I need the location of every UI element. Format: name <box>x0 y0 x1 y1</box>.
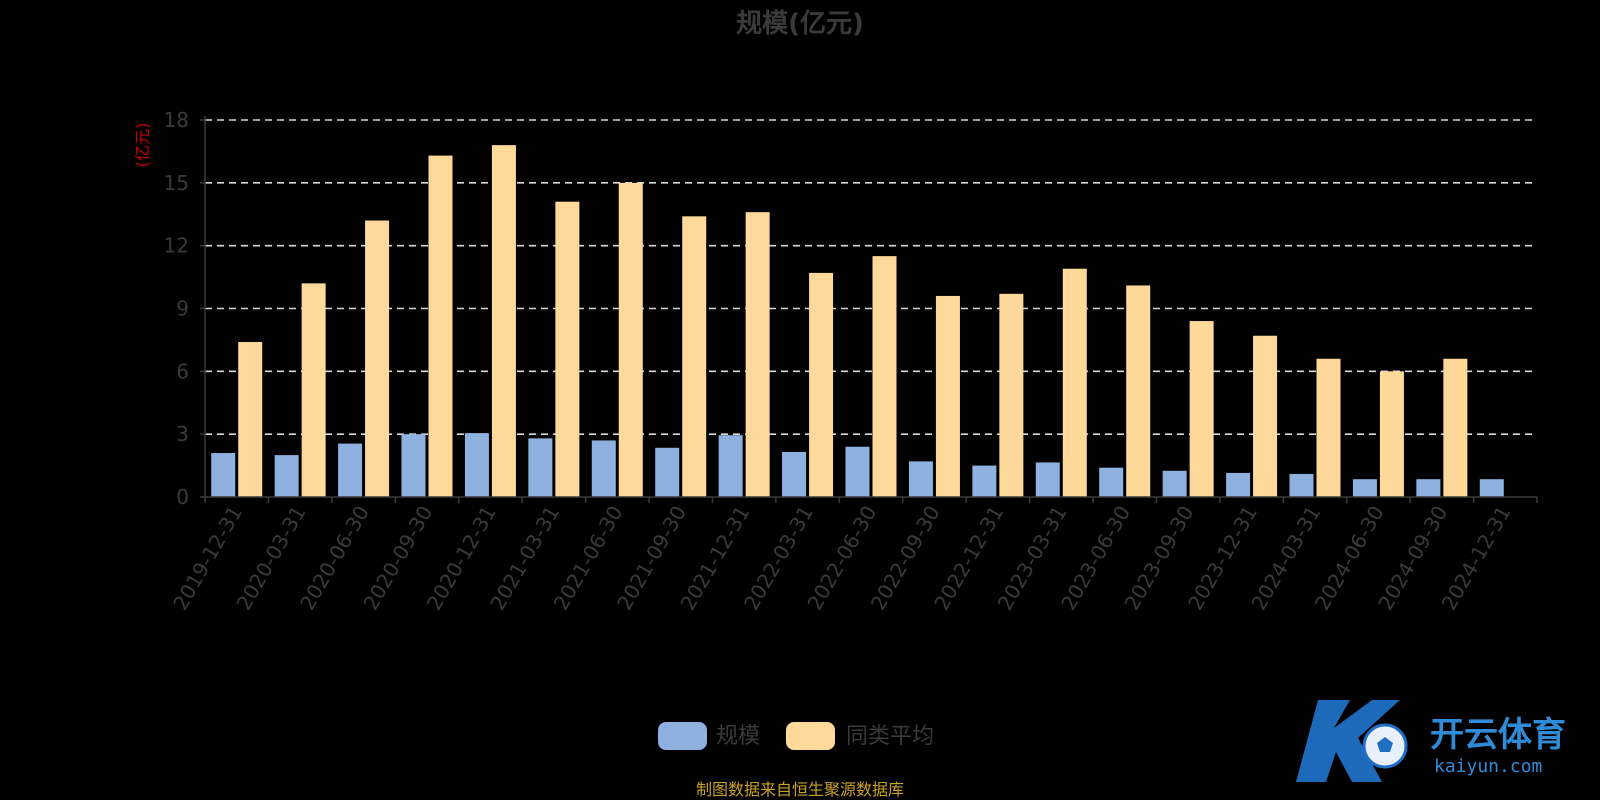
bar-peer-average[interactable] <box>618 182 643 498</box>
bar-scale[interactable] <box>972 465 997 497</box>
chart-title: 规模(亿元) <box>736 9 864 39</box>
bar-scale[interactable] <box>1352 479 1377 497</box>
axes <box>200 116 1538 503</box>
watermark-ball-icon <box>1296 700 1408 782</box>
bar-peer-average[interactable] <box>428 155 453 497</box>
bar-scale[interactable] <box>782 451 807 497</box>
legend-item-peer-average[interactable]: 同类平均 <box>786 722 934 750</box>
bar-scale[interactable] <box>1416 479 1441 497</box>
legend: 规模 同类平均 <box>658 722 934 750</box>
y-tick-label: 3 <box>176 422 189 446</box>
watermark-domain: kaiyun.com <box>1434 756 1542 777</box>
legend-label-scale: 规模 <box>716 724 760 749</box>
bar-peer-average[interactable] <box>1316 358 1341 497</box>
bar-scale[interactable] <box>1035 462 1060 497</box>
bar-scale[interactable] <box>1162 470 1187 497</box>
bar-scale[interactable] <box>908 461 933 497</box>
bar-scale[interactable] <box>274 455 299 497</box>
bar-peer-average[interactable] <box>682 216 707 497</box>
bar-scale[interactable] <box>655 447 680 497</box>
bar-scale[interactable] <box>338 443 363 497</box>
bar-peer-average[interactable] <box>491 145 516 497</box>
legend-swatch-peer-average <box>786 722 835 750</box>
bar-peer-average[interactable] <box>301 283 326 497</box>
bar-peer-average[interactable] <box>238 342 263 497</box>
bar-scale[interactable] <box>464 433 489 497</box>
bar-peer-average[interactable] <box>1443 358 1468 497</box>
y-tick-label: 0 <box>176 485 189 509</box>
bar-peer-average[interactable] <box>935 295 960 497</box>
bars <box>211 145 1504 498</box>
bar-scale[interactable] <box>211 453 236 497</box>
y-axis-unit: (亿元) <box>133 123 152 168</box>
bar-peer-average[interactable] <box>872 256 897 497</box>
bar-peer-average[interactable] <box>1189 321 1214 497</box>
bar-scale[interactable] <box>718 435 743 497</box>
y-tick-label: 9 <box>176 297 189 321</box>
bar-scale[interactable] <box>845 446 870 497</box>
watermark-brand: 开云体育 <box>1430 715 1566 755</box>
bar-peer-average[interactable] <box>555 201 580 497</box>
legend-item-scale[interactable]: 规模 <box>658 722 760 750</box>
y-tick-label: 15 <box>164 171 189 195</box>
bar-peer-average[interactable] <box>1379 371 1404 497</box>
legend-swatch-scale <box>658 722 707 750</box>
x-axis-ticks: 2019-12-312020-03-312020-06-302020-09-30… <box>168 502 1515 615</box>
watermark-logo: 开云体育 kaiyun.com <box>1296 700 1566 782</box>
bar-scale[interactable] <box>1479 479 1504 497</box>
bar-peer-average[interactable] <box>745 212 770 497</box>
source-note: 制图数据来自恒生聚源数据库 <box>696 780 904 799</box>
bar-peer-average[interactable] <box>809 272 834 497</box>
grid-lines <box>205 119 1537 435</box>
bar-peer-average[interactable] <box>1253 335 1278 497</box>
bar-peer-average[interactable] <box>365 220 390 498</box>
bar-scale[interactable] <box>591 440 616 497</box>
bar-scale[interactable] <box>1099 467 1124 497</box>
bar-peer-average[interactable] <box>1126 285 1151 497</box>
y-tick-label: 6 <box>176 359 189 383</box>
y-axis-ticks: 0 3 6 9 12 15 18 <box>164 108 189 509</box>
bar-peer-average[interactable] <box>999 293 1024 497</box>
bar-scale[interactable] <box>1226 472 1251 497</box>
bar-peer-average[interactable] <box>1062 268 1087 497</box>
bar-scale[interactable] <box>401 434 426 497</box>
y-tick-label: 12 <box>164 234 189 258</box>
y-tick-label: 18 <box>164 108 189 132</box>
legend-label-peer-average: 同类平均 <box>846 724 934 749</box>
bar-scale[interactable] <box>1289 473 1314 497</box>
bar-scale[interactable] <box>528 438 553 497</box>
